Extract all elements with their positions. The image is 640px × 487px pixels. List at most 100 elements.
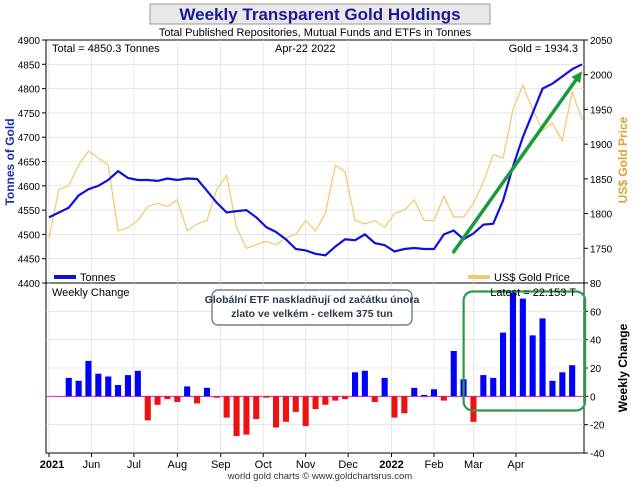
weekly-change-bar	[184, 386, 191, 397]
total-label: Total = 4850.3 Tonnes	[52, 43, 160, 55]
weekly-change-bar	[352, 372, 359, 397]
x-tick-label: Oct	[255, 459, 272, 471]
weekly-change-label: Weekly Change	[52, 287, 129, 299]
weekly-change-bar	[539, 318, 546, 397]
weekly-change-bar	[509, 292, 516, 397]
weekly-change-bar	[450, 351, 457, 397]
weekly-change-bar	[302, 396, 309, 427]
left-tick-label: 4900	[18, 36, 41, 47]
weekly-change-bar	[105, 376, 112, 397]
weekly-change-bar	[391, 396, 398, 418]
weekly-change-bar	[174, 396, 181, 402]
annotation-line-2: zlato ve velkém - celkem 375 tun	[231, 308, 393, 320]
weekly-change-bar	[381, 377, 388, 397]
weekly-change-bar	[312, 396, 319, 410]
title-box	[149, 3, 491, 25]
weekly-change-bar	[440, 396, 447, 401]
right-axis-title: US$ Gold Price	[616, 116, 630, 203]
weekly-change-bar	[134, 370, 141, 397]
weekly-change-bar	[223, 396, 230, 418]
latest-label: Latest = 22.153 T	[490, 287, 576, 299]
weekly-change-bar	[75, 380, 82, 397]
left-axis-ticks: 4400 4450 4500 4550 4600 4650 4700 4750 4800 4850…	[18, 36, 46, 290]
weekly-change-bar	[421, 394, 428, 397]
x-axis-ticks: 2021 Jun Jul Aug Sep Oct Nov Dec 2022 Feb Mar Apr	[40, 453, 525, 471]
left-tick-label: 4750	[18, 109, 41, 120]
chart-title: Weekly Transparent Gold Holdings	[179, 5, 460, 24]
trend-arrow-head	[571, 71, 583, 84]
weekly-change-bar	[164, 396, 171, 400]
weekly-change-bar	[154, 396, 161, 405]
weekly-tick-label: 80	[590, 279, 602, 290]
gold-price-line	[48, 83, 583, 250]
weekly-change-bar	[342, 396, 349, 400]
weekly-change-bar	[371, 396, 378, 402]
weekly-tick-label: -40	[590, 449, 605, 460]
weekly-change-bar	[115, 385, 122, 397]
weekly-change-bar	[203, 387, 210, 397]
tonnes-line	[48, 63, 583, 257]
left-axis-title: Tonnes of Gold	[3, 118, 17, 205]
highlight-box	[462, 290, 587, 412]
highlight-box-group	[462, 290, 587, 412]
weekly-change-bar	[529, 335, 536, 397]
x-tick-label: Jul	[127, 459, 141, 471]
legend-tonnes-label: Tonnes	[80, 272, 116, 284]
right-tick-label: 1900	[590, 140, 613, 151]
trend-arrow-group	[451, 71, 583, 254]
weekly-change-bar	[273, 396, 280, 428]
annotation-line-1: Globální ETF naskladňují od začátku únor…	[205, 294, 420, 306]
x-tick-label: Apr	[507, 459, 524, 471]
left-tick-label: 4700	[18, 133, 41, 144]
x-tick-label: Feb	[425, 459, 444, 471]
weekly-axis-ticks: -40 -20 0 20 40 60 80	[584, 279, 605, 460]
weekly-change-bar	[411, 387, 418, 397]
right-tick-label: 2000	[590, 71, 613, 82]
weekly-change-bar	[65, 377, 72, 397]
weekly-change-bar	[569, 365, 576, 397]
left-tick-label: 4450	[18, 255, 41, 266]
weekly-tick-label: 20	[590, 364, 602, 375]
weekly-change-bar	[85, 360, 92, 397]
weekly-change-bar	[500, 332, 507, 397]
weekly-change-bar	[263, 396, 270, 398]
right-tick-label: 1750	[590, 244, 613, 255]
trend-arrow-line	[451, 77, 579, 254]
legend-gold-label: US$ Gold Price	[494, 272, 570, 284]
weekly-change-bar	[480, 375, 487, 397]
weekly-change-bar	[430, 389, 437, 397]
gold-price-series	[48, 83, 583, 250]
right-tick-label: 2050	[590, 36, 613, 47]
weekly-change-bar	[95, 373, 102, 397]
footer-credit: world gold charts © www.goldchartsrus.co…	[227, 471, 412, 482]
weekly-tick-label: 0	[590, 392, 596, 403]
weekly-tick-label: -20	[590, 421, 605, 432]
left-tick-label: 4850	[18, 60, 41, 71]
grid-lines	[46, 40, 584, 453]
weekly-change-bar	[470, 396, 477, 422]
weekly-tick-label: 40	[590, 336, 602, 347]
weekly-change-bar	[559, 372, 566, 397]
weekly-change-bar	[322, 396, 329, 405]
x-tick-label: Aug	[168, 459, 188, 471]
left-tick-label: 4500	[18, 230, 41, 241]
x-tick-label: Sep	[211, 459, 231, 471]
gold-price-label: Gold = 1934.3	[509, 43, 578, 55]
weekly-change-bar	[194, 396, 201, 404]
left-tick-label: 4550	[18, 206, 41, 217]
x-tick-label: Jun	[83, 459, 101, 471]
weekly-tick-label: 60	[590, 307, 602, 318]
weekly-change-bar	[401, 396, 408, 414]
weekly-change-bar	[519, 298, 526, 397]
annotation-text: Globální ETF naskladňují od začátku únor…	[205, 294, 420, 320]
weekly-change-bar	[243, 396, 250, 435]
x-tick-label: Nov	[296, 459, 316, 471]
weekly-change-bar	[549, 380, 556, 397]
tonnes-series	[48, 63, 583, 257]
left-tick-label: 4800	[18, 85, 41, 96]
weekly-change-bar	[292, 396, 299, 412]
weekly-change-bar	[490, 377, 497, 397]
x-tick-label: 2021	[40, 459, 64, 471]
